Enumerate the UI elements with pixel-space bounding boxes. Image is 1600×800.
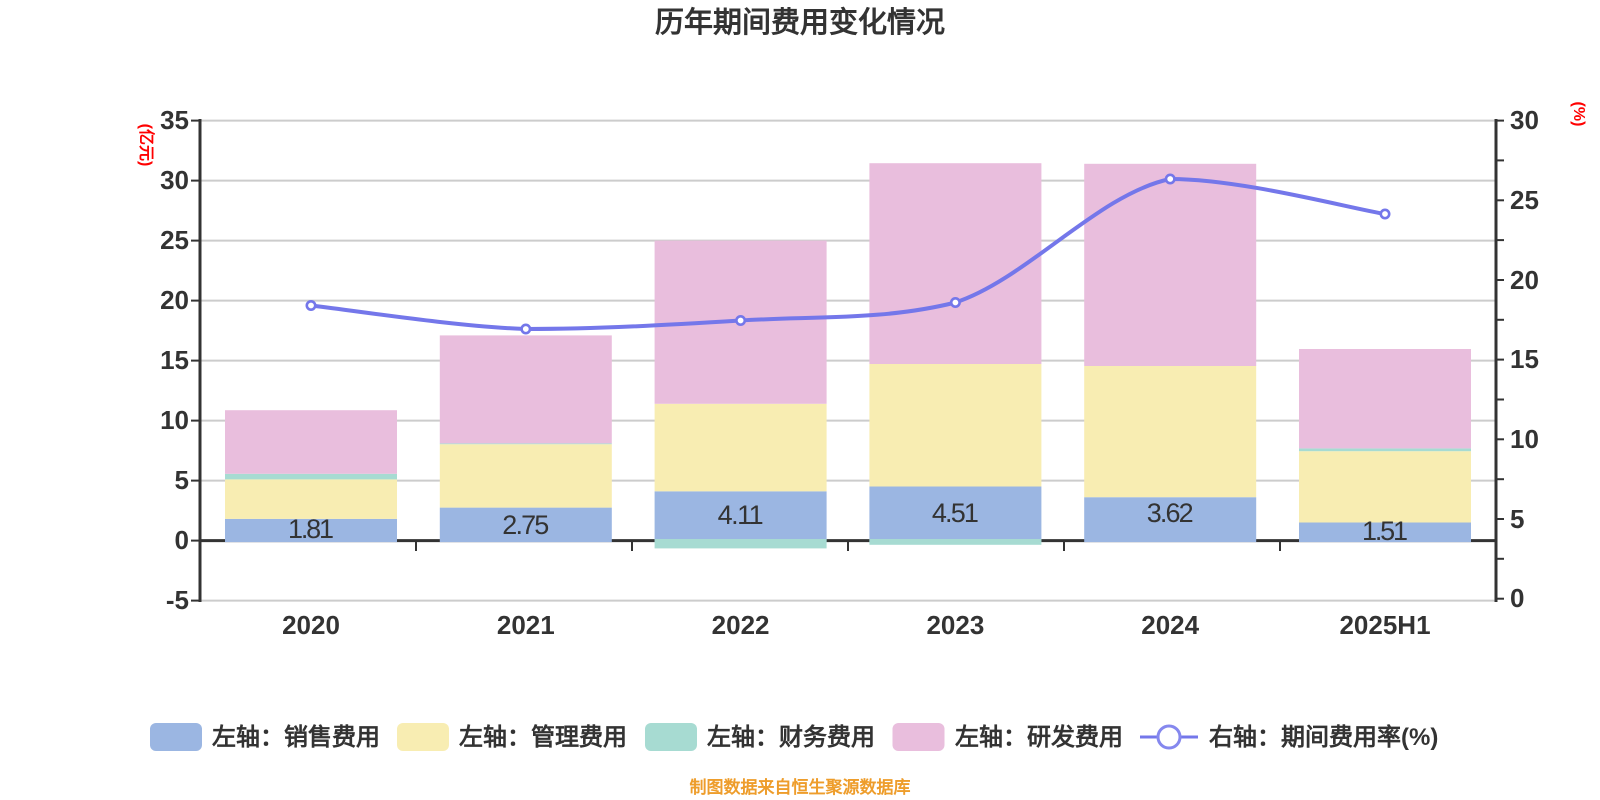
- svg-text:(%): (%): [1570, 102, 1587, 127]
- svg-text:0: 0: [175, 525, 189, 555]
- svg-text:4.51: 4.51: [932, 498, 979, 528]
- svg-text:3.62: 3.62: [1147, 498, 1194, 528]
- svg-text:25: 25: [1510, 185, 1539, 215]
- svg-text:10: 10: [1510, 424, 1539, 454]
- svg-text:20: 20: [160, 285, 189, 315]
- svg-text:右轴：期间费用率(%): 右轴：期间费用率(%): [1209, 723, 1438, 751]
- svg-text:25: 25: [160, 225, 189, 255]
- svg-text:30: 30: [160, 165, 189, 195]
- svg-text:左轴：财务费用: 左轴：财务费用: [707, 723, 875, 751]
- svg-text:制图数据来自恒生聚源数据库: 制图数据来自恒生聚源数据库: [690, 777, 911, 797]
- svg-text:1.51: 1.51: [1362, 516, 1408, 546]
- svg-text:2020: 2020: [282, 610, 340, 640]
- svg-text:2021: 2021: [497, 610, 555, 640]
- svg-text:2.75: 2.75: [502, 510, 549, 540]
- svg-text:2022: 2022: [712, 610, 770, 640]
- svg-text:(亿元): (亿元): [137, 124, 156, 167]
- svg-text:历年期间费用变化情况: 历年期间费用变化情况: [655, 5, 945, 39]
- svg-text:30: 30: [1510, 105, 1539, 135]
- svg-text:0: 0: [1510, 583, 1524, 613]
- svg-text:15: 15: [1510, 344, 1539, 374]
- svg-text:2024: 2024: [1141, 610, 1199, 640]
- svg-text:5: 5: [1510, 504, 1524, 534]
- svg-text:20: 20: [1510, 265, 1539, 295]
- svg-text:5: 5: [175, 465, 189, 495]
- svg-text:2025H1: 2025H1: [1339, 610, 1430, 640]
- svg-text:1.81: 1.81: [288, 514, 334, 544]
- svg-text:-5: -5: [166, 585, 189, 615]
- svg-text:35: 35: [160, 105, 189, 135]
- svg-text:左轴：销售费用: 左轴：销售费用: [212, 723, 380, 751]
- svg-text:左轴：管理费用: 左轴：管理费用: [459, 723, 627, 751]
- svg-text:10: 10: [160, 405, 189, 435]
- svg-text:左轴：研发费用: 左轴：研发费用: [955, 723, 1123, 751]
- svg-text:4.11: 4.11: [718, 500, 764, 530]
- svg-text:15: 15: [160, 345, 189, 375]
- svg-text:2023: 2023: [926, 610, 984, 640]
